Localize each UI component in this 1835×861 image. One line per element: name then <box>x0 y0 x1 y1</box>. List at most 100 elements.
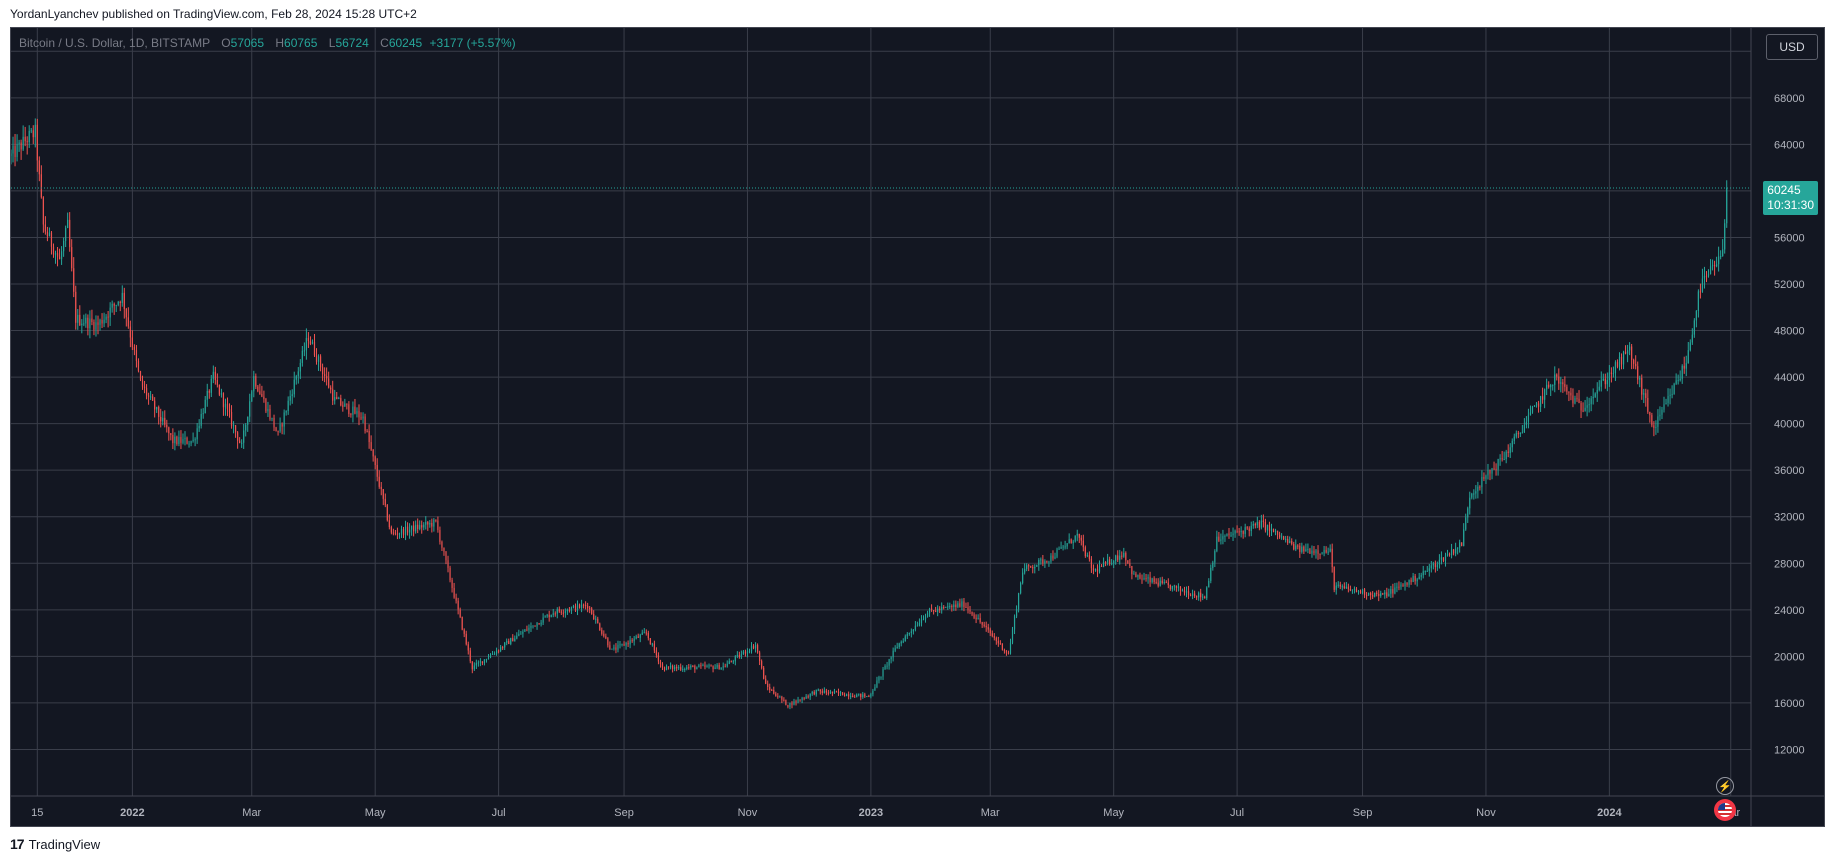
candle-body <box>1272 528 1275 533</box>
candle-body <box>1693 320 1695 335</box>
candle-body <box>548 614 550 618</box>
candle-body <box>1659 414 1661 417</box>
candle-body <box>999 643 1001 645</box>
us-flag-icon[interactable] <box>1714 799 1736 821</box>
candle-body <box>1639 378 1641 380</box>
publish-info: YordanLyanchev published on TradingView.… <box>10 7 417 21</box>
candle-body <box>661 663 664 668</box>
candle-body <box>239 440 241 443</box>
candle-body <box>924 616 927 620</box>
candle-body <box>1127 560 1129 564</box>
candle-body <box>1220 539 1222 541</box>
candle-body <box>601 630 603 634</box>
candle-body <box>301 350 303 363</box>
candle-body <box>1270 528 1273 531</box>
candle-body <box>785 699 787 706</box>
chart-legend: Bitcoin / U.S. Dollar, 1D, BITSTAMP O570… <box>19 36 516 50</box>
candle-body <box>443 547 445 552</box>
candle-body <box>852 695 854 697</box>
candle-body <box>708 665 710 667</box>
candle-body <box>1614 362 1617 374</box>
lightning-icon[interactable]: ⚡ <box>1716 777 1734 795</box>
candle-body <box>1165 582 1167 584</box>
candle-body <box>326 376 328 379</box>
candle-body <box>317 356 320 362</box>
candle-body <box>1400 584 1402 587</box>
candle-body <box>744 651 747 654</box>
candle-body <box>208 390 210 393</box>
candle-body <box>754 645 757 649</box>
candle-body <box>603 633 605 637</box>
candle-body <box>1386 592 1388 597</box>
candle-body <box>228 408 231 412</box>
candle-body <box>716 664 718 668</box>
candle-body <box>1121 555 1123 557</box>
candle-body <box>763 667 765 679</box>
candle-body <box>692 666 694 668</box>
price-chart[interactable]: 12000 16000 20000 24000 28000 32000 36000 40000… <box>11 28 1824 826</box>
candle-body <box>684 669 686 671</box>
candle-body <box>637 636 639 638</box>
currency-button[interactable]: USD <box>1766 34 1818 60</box>
candle-body <box>1111 563 1113 565</box>
candle-body <box>908 632 910 634</box>
candle-body <box>1009 642 1012 654</box>
candle-body <box>1527 415 1530 422</box>
candle-body <box>1509 447 1511 453</box>
candle-body <box>1098 565 1101 572</box>
candle-body <box>1616 362 1619 367</box>
candle-body <box>1600 380 1602 387</box>
candle-body <box>1331 548 1333 568</box>
x-tick-label: May <box>1103 807 1124 819</box>
chart-panel[interactable]: 12000 16000 20000 24000 28000 32000 36000 40000… <box>10 27 1825 827</box>
candle-body <box>1459 542 1461 548</box>
candle-body <box>1568 391 1570 393</box>
candle-body <box>366 430 368 432</box>
candle-body <box>995 637 997 641</box>
candle-body <box>1015 609 1018 617</box>
candle-body <box>593 614 595 620</box>
candle-body <box>1129 563 1131 566</box>
candle-body <box>1542 396 1544 400</box>
candle-body <box>1416 579 1418 582</box>
candle-body <box>629 640 631 645</box>
candle-body <box>1017 593 1020 610</box>
candle-body <box>218 384 220 395</box>
candle-body <box>1519 432 1521 434</box>
candle-body <box>669 665 672 668</box>
candle-body <box>937 608 939 612</box>
candle-body <box>635 636 637 639</box>
candle-body <box>941 606 943 611</box>
candle-body <box>1604 378 1606 385</box>
candle-body <box>1094 569 1097 571</box>
candle-body <box>285 411 287 413</box>
candle-body <box>344 403 346 407</box>
candle-body <box>1643 393 1645 395</box>
candle-body <box>1495 468 1497 470</box>
candle-body <box>518 633 520 636</box>
candle-body <box>210 378 212 393</box>
candle-body <box>1618 356 1621 367</box>
candle-body <box>20 142 22 150</box>
candle-body <box>1637 366 1639 380</box>
candle-body <box>330 387 332 390</box>
candle-body <box>1485 475 1487 479</box>
candle-body <box>898 643 900 647</box>
candle-body <box>728 661 730 664</box>
candle-body <box>1535 403 1538 406</box>
candle-body <box>34 124 36 138</box>
candle-body <box>125 308 127 318</box>
candle-body <box>1030 566 1032 568</box>
y-tick-label: 44000 <box>1774 372 1805 384</box>
candle-body <box>688 667 690 669</box>
candle-body <box>1394 587 1396 594</box>
candle-body <box>1216 536 1218 552</box>
candle-body <box>896 646 898 649</box>
candle-body <box>953 604 955 607</box>
candle-body <box>1649 411 1651 416</box>
candle-body <box>105 316 107 320</box>
brand-name: TradingView <box>28 836 101 852</box>
candle-body <box>1493 468 1495 470</box>
candle-body <box>846 694 848 697</box>
candle-body <box>1691 334 1693 343</box>
